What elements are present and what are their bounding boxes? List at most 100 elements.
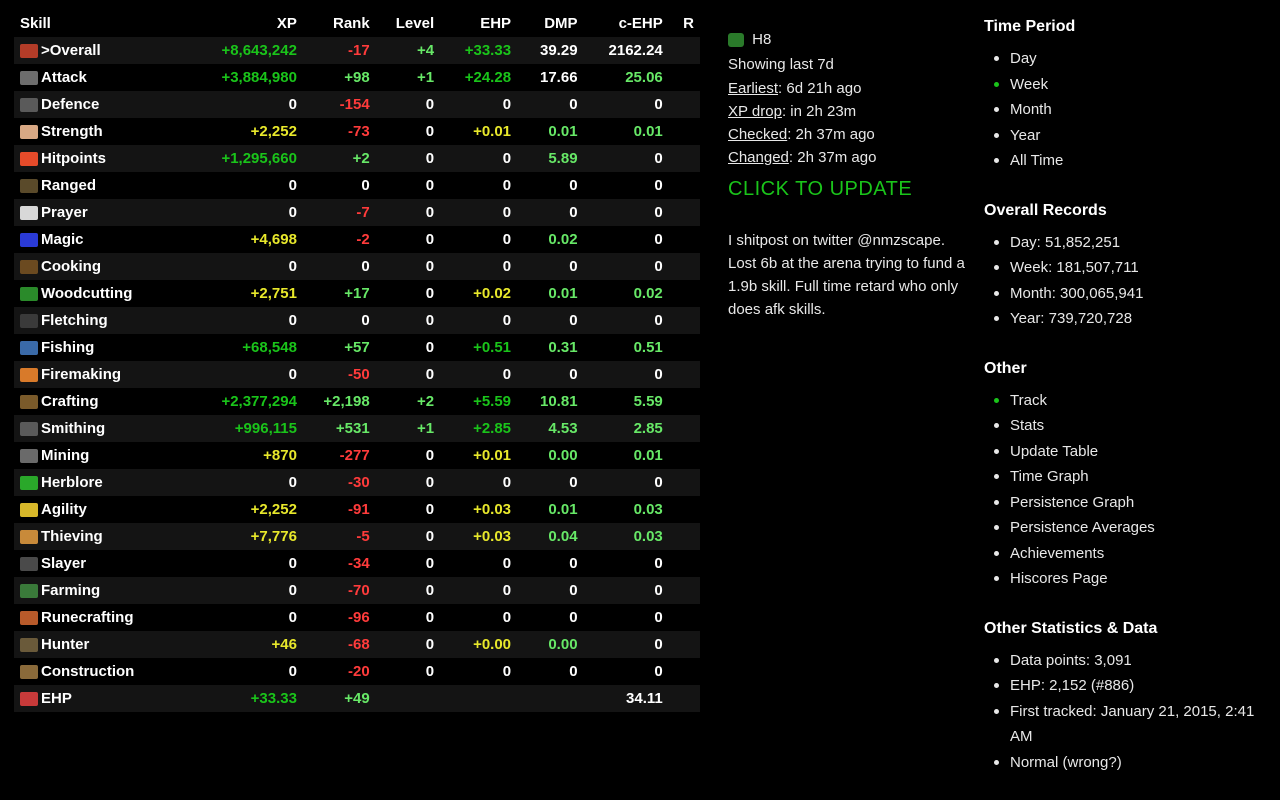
ehp-cell: 0: [440, 172, 517, 199]
skill-name-cell[interactable]: Smithing: [14, 415, 189, 442]
skill-name-cell[interactable]: Fletching: [14, 307, 189, 334]
level-cell: 0: [376, 280, 440, 307]
table-row[interactable]: Agility+2,252-910+0.030.010.03: [14, 496, 700, 523]
cehp-cell: 25.06: [584, 64, 669, 91]
table-row[interactable]: Firemaking0-500000: [14, 361, 700, 388]
col-level[interactable]: Level: [376, 10, 440, 37]
list-item[interactable]: Month: 300,065,941: [988, 281, 1280, 307]
xp-cell: 0: [189, 253, 303, 280]
xp-cell: +68,548: [189, 334, 303, 361]
dmp-cell: 0: [517, 577, 584, 604]
list-item[interactable]: Achievements: [988, 541, 1280, 567]
table-row[interactable]: Smithing+996,115+531+1+2.854.532.85: [14, 415, 700, 442]
dmp-cell: 0.04: [517, 523, 584, 550]
table-row[interactable]: Herblore0-300000: [14, 469, 700, 496]
list-item[interactable]: Year: [988, 123, 1280, 149]
list-item[interactable]: Update Table: [988, 439, 1280, 465]
list-item[interactable]: All Time: [988, 148, 1280, 174]
skill-name-cell[interactable]: Magic: [14, 226, 189, 253]
col-r[interactable]: R: [669, 10, 700, 37]
level-cell: 0: [376, 442, 440, 469]
table-row[interactable]: EHP+33.33+4934.11: [14, 685, 700, 712]
ehp-cell: +0.00: [440, 631, 517, 658]
table-row[interactable]: Runecrafting0-960000: [14, 604, 700, 631]
table-row[interactable]: Fishing+68,548+570+0.510.310.51: [14, 334, 700, 361]
rank-cell: 0: [303, 172, 376, 199]
player-name: H8: [752, 31, 771, 48]
table-row[interactable]: Thieving+7,776-50+0.030.040.03: [14, 523, 700, 550]
table-row[interactable]: Prayer0-70000: [14, 199, 700, 226]
table-row[interactable]: Mining+870-2770+0.010.000.01: [14, 442, 700, 469]
table-row[interactable]: Defence0-1540000: [14, 91, 700, 118]
skill-name-cell[interactable]: Mining: [14, 442, 189, 469]
table-row[interactable]: Crafting+2,377,294+2,198+2+5.5910.815.59: [14, 388, 700, 415]
table-row[interactable]: Construction0-200000: [14, 658, 700, 685]
list-item[interactable]: Day: 51,852,251: [988, 230, 1280, 256]
list-item[interactable]: Month: [988, 97, 1280, 123]
skill-name-cell[interactable]: EHP: [14, 685, 189, 712]
list-item[interactable]: Year: 739,720,728: [988, 306, 1280, 332]
skill-name-cell[interactable]: Attack: [14, 64, 189, 91]
checked-value: 2h 37m ago: [796, 126, 875, 143]
skill-name-cell[interactable]: Strength: [14, 118, 189, 145]
level-cell: +2: [376, 388, 440, 415]
skill-name-cell[interactable]: Runecrafting: [14, 604, 189, 631]
table-row[interactable]: Cooking000000: [14, 253, 700, 280]
skill-name-cell[interactable]: Slayer: [14, 550, 189, 577]
skill-name-cell[interactable]: Defence: [14, 91, 189, 118]
list-item[interactable]: Week: [988, 72, 1280, 98]
table-row[interactable]: Hitpoints+1,295,660+2005.890: [14, 145, 700, 172]
skill-name-cell[interactable]: Woodcutting: [14, 280, 189, 307]
skill-name-cell[interactable]: Crafting: [14, 388, 189, 415]
col-rank[interactable]: Rank: [303, 10, 376, 37]
skill-name-cell[interactable]: Prayer: [14, 199, 189, 226]
rank-cell: +98: [303, 64, 376, 91]
smithing-icon: [20, 422, 38, 436]
skill-name-cell[interactable]: Farming: [14, 577, 189, 604]
list-item[interactable]: Hiscores Page: [988, 566, 1280, 592]
skill-name-cell[interactable]: Construction: [14, 658, 189, 685]
col-skill[interactable]: Skill: [14, 10, 189, 37]
table-row[interactable]: Ranged000000: [14, 172, 700, 199]
rank-cell: +57: [303, 334, 376, 361]
table-row[interactable]: Farming0-700000: [14, 577, 700, 604]
table-row[interactable]: >Overall+8,643,242-17+4+33.3339.292162.2…: [14, 37, 700, 64]
skill-name-cell[interactable]: Ranged: [14, 172, 189, 199]
col-ehp[interactable]: EHP: [440, 10, 517, 37]
ehp-cell: 0: [440, 658, 517, 685]
skill-name-cell[interactable]: Hunter: [14, 631, 189, 658]
dmp-cell: 0.01: [517, 118, 584, 145]
thieving-icon: [20, 530, 38, 544]
table-row[interactable]: Fletching000000: [14, 307, 700, 334]
level-cell: 0: [376, 361, 440, 388]
list-item[interactable]: Time Graph: [988, 464, 1280, 490]
table-row[interactable]: Attack+3,884,980+98+1+24.2817.6625.06: [14, 64, 700, 91]
level-cell: 0: [376, 577, 440, 604]
list-item[interactable]: Week: 181,507,711: [988, 255, 1280, 281]
list-item[interactable]: Day: [988, 46, 1280, 72]
skill-name-cell[interactable]: Hitpoints: [14, 145, 189, 172]
table-row[interactable]: Hunter+46-680+0.000.000: [14, 631, 700, 658]
list-item[interactable]: Track: [988, 388, 1280, 414]
rank-cell: 0: [303, 307, 376, 334]
col-dmp[interactable]: DMP: [517, 10, 584, 37]
dmp-cell: 0: [517, 253, 584, 280]
col-cehp[interactable]: c-EHP: [584, 10, 669, 37]
skill-name-cell[interactable]: >Overall: [14, 37, 189, 64]
update-button[interactable]: CLICK TO UPDATE: [728, 174, 968, 205]
skill-name-cell[interactable]: Agility: [14, 496, 189, 523]
skill-name-cell[interactable]: Herblore: [14, 469, 189, 496]
table-row[interactable]: Strength+2,252-730+0.010.010.01: [14, 118, 700, 145]
skill-name-cell[interactable]: Cooking: [14, 253, 189, 280]
list-item[interactable]: Stats: [988, 413, 1280, 439]
list-item[interactable]: Persistence Graph: [988, 490, 1280, 516]
list-item[interactable]: Persistence Averages: [988, 515, 1280, 541]
skill-name-cell[interactable]: Thieving: [14, 523, 189, 550]
rank-cell: -96: [303, 604, 376, 631]
col-xp[interactable]: XP: [189, 10, 303, 37]
skill-name-cell[interactable]: Firemaking: [14, 361, 189, 388]
table-row[interactable]: Woodcutting+2,751+170+0.020.010.02: [14, 280, 700, 307]
skill-name-cell[interactable]: Fishing: [14, 334, 189, 361]
table-row[interactable]: Slayer0-340000: [14, 550, 700, 577]
table-row[interactable]: Magic+4,698-2000.020: [14, 226, 700, 253]
